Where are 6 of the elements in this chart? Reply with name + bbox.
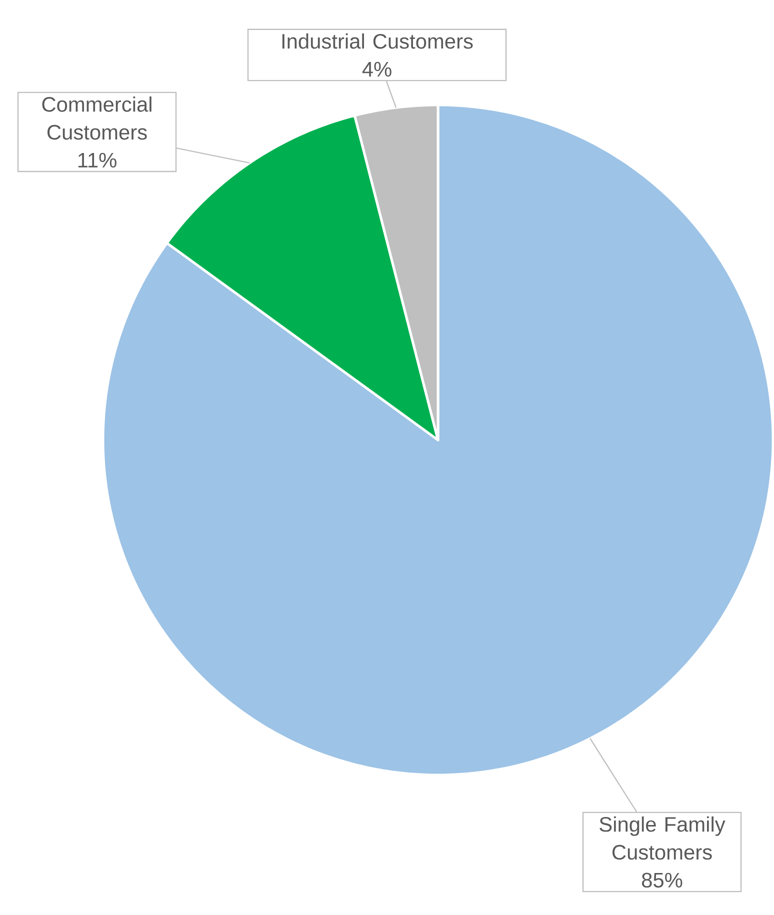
data-label: 11% xyxy=(78,152,116,168)
slice-label: Single Family Customers xyxy=(599,816,726,860)
slice-label: Commercial Customers xyxy=(42,96,152,140)
slice-label: Industrial Customers xyxy=(282,33,473,49)
data-label: 85% xyxy=(642,872,682,888)
data-label: 4% xyxy=(362,62,392,77)
